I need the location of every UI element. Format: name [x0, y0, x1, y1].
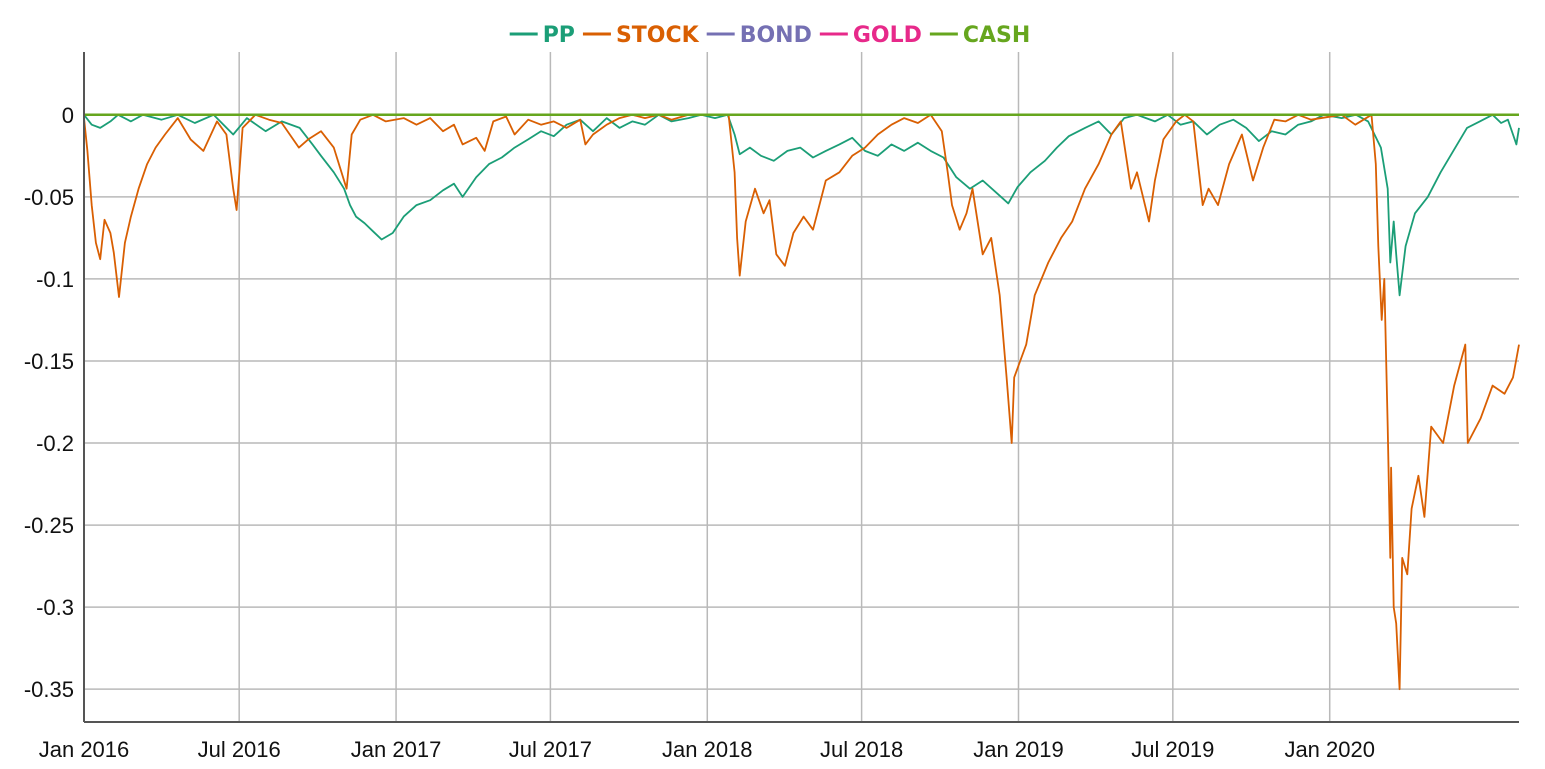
x-tick-label: Jul 2018	[820, 737, 903, 762]
y-tick-label: -0.2	[36, 431, 74, 456]
y-tick-label: -0.25	[24, 513, 74, 538]
series-line-pp	[83, 113, 1520, 297]
series-lines	[83, 113, 1520, 691]
legend: PP STOCK BOND GOLD CASH	[509, 23, 1030, 48]
gridlines	[83, 52, 1519, 722]
legend-label: BOND	[740, 23, 812, 48]
legend-item-pp[interactable]: PP	[509, 23, 575, 48]
axes	[83, 52, 1519, 723]
y-tick-label: -0.1	[36, 267, 74, 292]
x-tick-label: Jan 2016	[39, 737, 130, 762]
x-tick-label: Jul 2019	[1131, 737, 1214, 762]
legend-label: STOCK	[616, 23, 700, 48]
legend-label: GOLD	[853, 23, 922, 48]
x-tick-label: Jan 2018	[662, 737, 753, 762]
x-tick-label: Jan 2017	[351, 737, 442, 762]
legend-label: CASH	[963, 23, 1030, 48]
y-tick-label: 0	[62, 103, 74, 128]
y-tick-label: -0.3	[36, 595, 74, 620]
legend-label: PP	[543, 23, 575, 48]
legend-item-gold[interactable]: GOLD	[819, 23, 922, 48]
x-tick-labels: Jan 2016 Jul 2016 Jan 2017 Jul 2017 Jan 2018…	[39, 737, 1375, 762]
x-tick-label: Jan 2019	[973, 737, 1064, 762]
legend-item-stock[interactable]: STOCK	[582, 23, 700, 48]
y-tick-label: -0.35	[24, 677, 74, 702]
legend-item-cash[interactable]: CASH	[929, 23, 1030, 48]
x-tick-label: Jan 2020	[1284, 737, 1375, 762]
legend-item-bond[interactable]: BOND	[706, 23, 812, 48]
y-tick-labels: 0 -0.05 -0.1 -0.15 -0.2 -0.25 -0.3 -0.35	[24, 103, 74, 702]
series-line-stock	[83, 113, 1520, 691]
y-tick-label: -0.15	[24, 349, 74, 374]
x-tick-label: Jul 2016	[198, 737, 281, 762]
y-tick-label: -0.05	[24, 185, 74, 210]
x-tick-label: Jul 2017	[509, 737, 592, 762]
